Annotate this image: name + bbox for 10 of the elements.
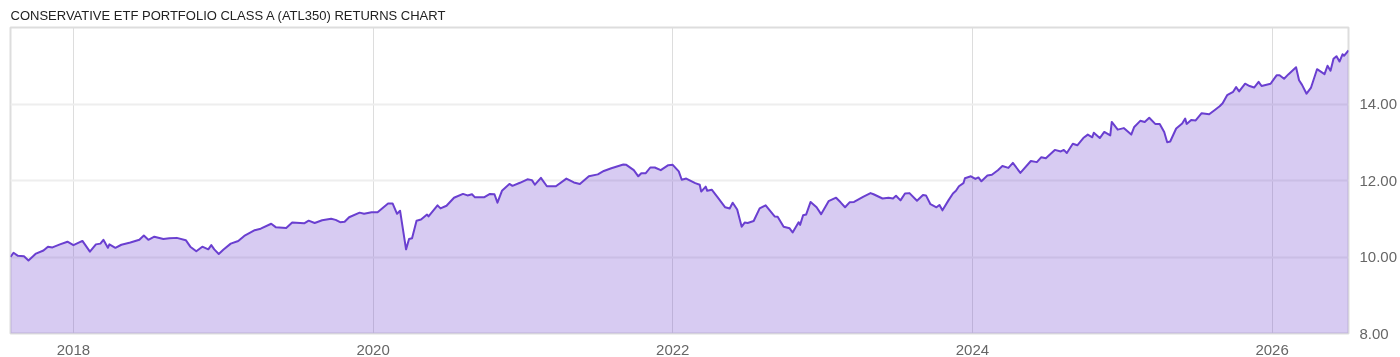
y-tick-label: 12.00 (1359, 171, 1398, 189)
y-tick-label: 8.00 (1359, 324, 1389, 342)
y-tick-label: 10.00 (1359, 248, 1398, 265)
x-tick-label: 2018 (56, 340, 91, 357)
x-tick-label: 2026 (1255, 340, 1289, 357)
chart-title: CONSERVATIVE ETF PORTFOLIO CLASS A (ATL350) RETURNS CHART (10, 7, 446, 23)
x-tick-label: 2022 (656, 340, 690, 357)
y-tick-label: 14.00 (1359, 95, 1398, 112)
x-tick-label: 2024 (955, 340, 990, 357)
x-tick-label: 2020 (356, 340, 390, 357)
